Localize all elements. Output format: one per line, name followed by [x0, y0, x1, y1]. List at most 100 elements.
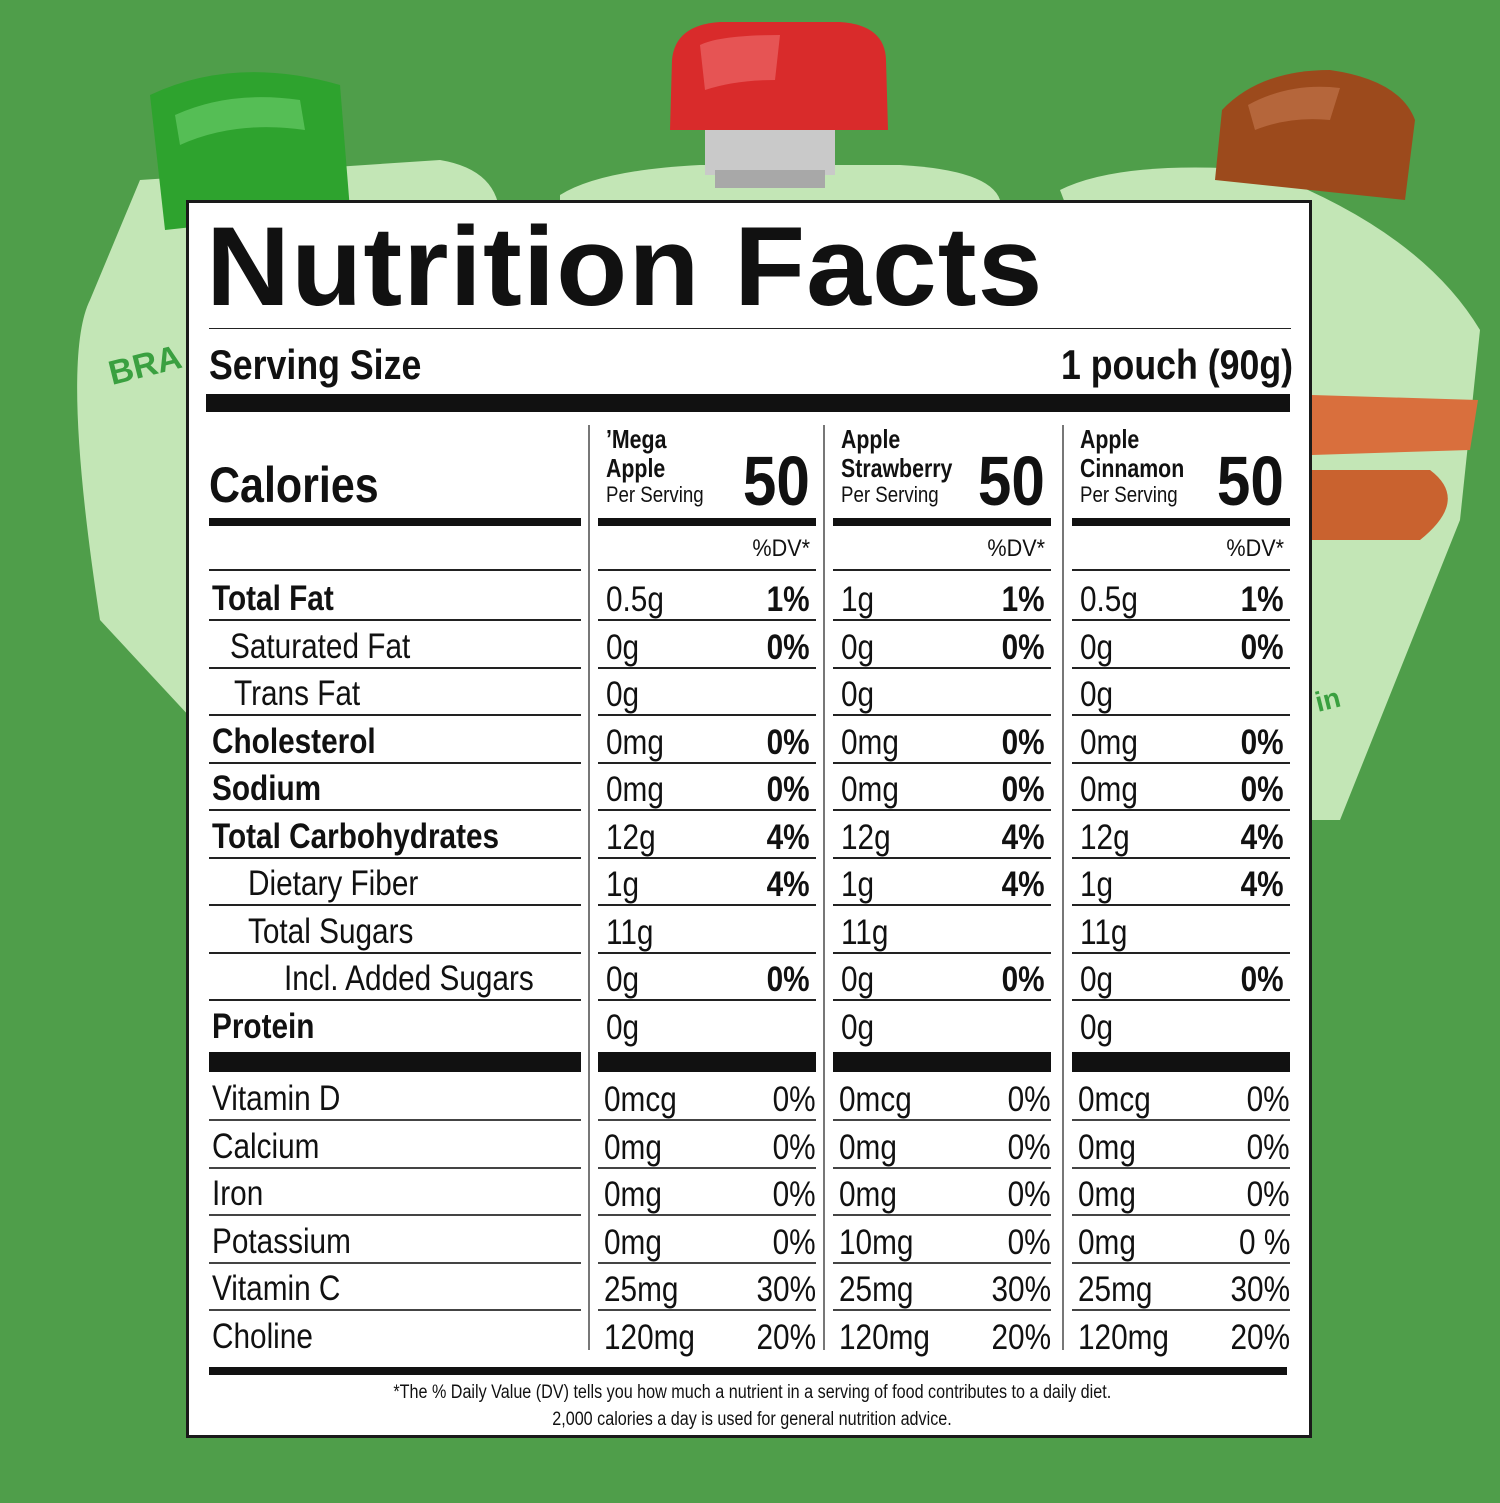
nutrient-dv: 4% [1240, 817, 1284, 857]
divider [1072, 999, 1290, 1001]
nutrient-amount: 0g [841, 675, 875, 714]
nutrient-name: Total Sugars [248, 911, 414, 951]
nutrient-amount: 1g [841, 865, 875, 904]
vitamin-amount: 120mg [604, 1318, 695, 1357]
divider [598, 619, 816, 621]
vitamin-name: Potassium [212, 1221, 351, 1261]
divider [833, 856, 1051, 859]
nutrient-amount: 12g [841, 817, 891, 857]
vitamin-dv: 0% [772, 1175, 816, 1215]
thick-divider [206, 394, 1290, 412]
dv-header: %DV* [1226, 535, 1284, 562]
divider [833, 619, 1051, 621]
nutrient-dv: 4% [1240, 865, 1284, 904]
vitamin-amount: 25mg [604, 1270, 679, 1310]
product-name-line-2: Strawberry [841, 453, 953, 483]
nutrient-amount: 0g [606, 1007, 640, 1047]
calories-divider [1072, 518, 1290, 526]
per-serving-label: Per Serving [841, 482, 939, 507]
nutrient-amount: 0.5g [1080, 580, 1138, 619]
nutrient-dv: 1% [1240, 580, 1284, 619]
nutrient-amount: 1g [841, 580, 875, 619]
vitamin-amount: 0mg [604, 1175, 662, 1215]
divider [1072, 1261, 1290, 1264]
divider [598, 856, 816, 859]
dv-header: %DV* [987, 535, 1045, 562]
nutrient-dv [598, 1010, 810, 1045]
nutrient-dv: 1% [766, 580, 810, 619]
nutrient-amount: 0mg [1080, 722, 1138, 762]
vitamin-amount: 0mg [1078, 1127, 1136, 1167]
divider [209, 856, 581, 859]
vitamin-amount: 0mg [604, 1127, 662, 1167]
nutrient-amount: 0mg [1080, 770, 1138, 809]
vitamin-name: Calcium [212, 1126, 320, 1166]
nutrient-name: Incl. Added Sugars [284, 959, 534, 998]
divider [833, 761, 1051, 764]
vitamin-dv: 0% [772, 1222, 816, 1262]
nutrient-amount: 12g [606, 817, 656, 857]
per-serving-label: Per Serving [1080, 482, 1178, 507]
calories-value: 50 [978, 442, 1045, 520]
serving-size-value: 1 pouch (90g) [1060, 341, 1293, 388]
divider [209, 619, 581, 621]
product-name-line-1: Apple [1080, 424, 1140, 454]
calories-divider [833, 518, 1051, 526]
vitamin-amount: 0mcg [604, 1080, 677, 1119]
vitamin-dv: 0% [772, 1127, 816, 1167]
divider [209, 1214, 581, 1217]
vitamin-dv: 0% [1007, 1222, 1051, 1262]
nutrient-amount: 0g [1080, 675, 1114, 714]
nutrient-amount: 0mg [841, 722, 899, 762]
nutrient-amount: 1g [1080, 865, 1114, 904]
divider [833, 904, 1051, 906]
nutrient-name: Cholesterol [212, 721, 376, 761]
divider [598, 666, 816, 669]
divider [833, 1309, 1051, 1312]
divider [833, 999, 1051, 1001]
nutrient-amount: 0g [606, 627, 640, 667]
nutrient-amount: 0.5g [606, 580, 664, 619]
vitamin-amount: 0mcg [839, 1080, 912, 1119]
product-name-line-1: ’Mega [606, 424, 667, 454]
nutrient-amount: 0g [1080, 1007, 1114, 1047]
divider [833, 1214, 1051, 1217]
divider [209, 328, 1291, 329]
divider [833, 809, 1051, 811]
nutrient-amount: 0mg [606, 770, 664, 809]
nutrient-name: Total Fat [212, 579, 334, 618]
product-name-line-2: Cinnamon [1080, 453, 1185, 483]
divider [209, 999, 581, 1001]
thick-divider [598, 1052, 816, 1072]
vitamin-amount: 0mg [604, 1222, 662, 1262]
nutrient-dv: 0% [1240, 770, 1284, 809]
nutrient-amount: 11g [841, 912, 889, 952]
vitamin-dv: 20% [756, 1318, 816, 1357]
divider [598, 1261, 816, 1264]
divider [1072, 714, 1290, 716]
nutrient-dv [833, 915, 1045, 950]
nutrient-dv [833, 1010, 1045, 1045]
divider [1072, 619, 1290, 621]
calories-divider [598, 518, 816, 526]
vitamin-dv: 30% [756, 1270, 816, 1310]
divider [209, 809, 581, 811]
nutrient-dv: 0% [766, 960, 810, 999]
divider [833, 1119, 1051, 1121]
nutrient-amount: 0g [841, 960, 875, 999]
thick-divider [209, 1052, 581, 1072]
vitamin-amount: 0mg [839, 1175, 897, 1215]
divider [598, 761, 816, 764]
serving-size-label: Serving Size [209, 341, 422, 388]
nutrient-dv [833, 677, 1045, 712]
divider [598, 999, 816, 1001]
vitamin-amount: 0mg [1078, 1222, 1136, 1262]
divider [1072, 809, 1290, 811]
nutrient-dv [1072, 915, 1284, 950]
divider [598, 809, 816, 811]
divider [598, 569, 816, 571]
vitamin-name: Iron [212, 1174, 264, 1214]
nutrient-name: Dietary Fiber [248, 864, 419, 903]
nutrient-amount: 0g [606, 960, 640, 999]
divider [598, 951, 816, 954]
